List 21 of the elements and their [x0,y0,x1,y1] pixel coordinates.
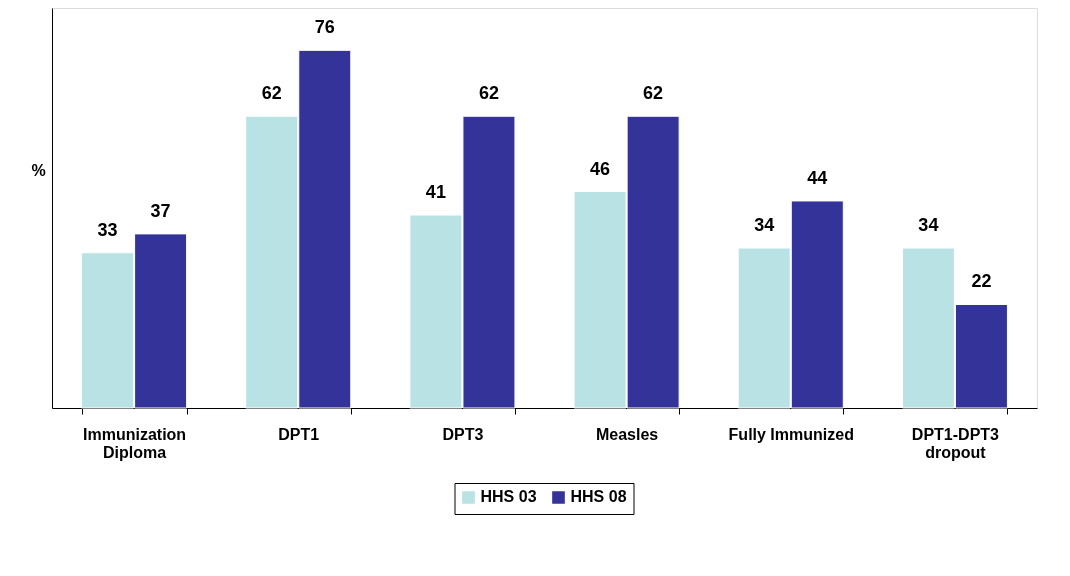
data-label: 34 [918,215,939,235]
legend-label: HHS 03 [480,488,537,506]
data-label: 22 [971,271,992,292]
y-axis-title: % [31,161,46,179]
x-tick-label: DPT1-DPT3 dropout [911,425,1000,461]
x-tick-label: DPT3 [442,425,484,443]
x-tick-label: Measles [595,425,659,443]
data-label: 41 [425,182,446,203]
x-tick-label: DPT1 [278,425,320,443]
data-label: 76 [314,17,335,38]
x-tick-label: Fully Immunized [728,425,854,443]
data-label: 37 [150,200,171,221]
data-label: 44 [807,167,828,188]
data-label: 46 [590,158,611,179]
data-label: 62 [478,83,499,104]
x-tick-label: Immunization Diploma [83,425,187,461]
data-label: 34 [754,215,775,235]
legend-label: HHS 08 [570,488,627,506]
data-label: 62 [643,83,664,104]
data-label: 62 [261,83,282,104]
data-label: 33 [97,219,118,240]
